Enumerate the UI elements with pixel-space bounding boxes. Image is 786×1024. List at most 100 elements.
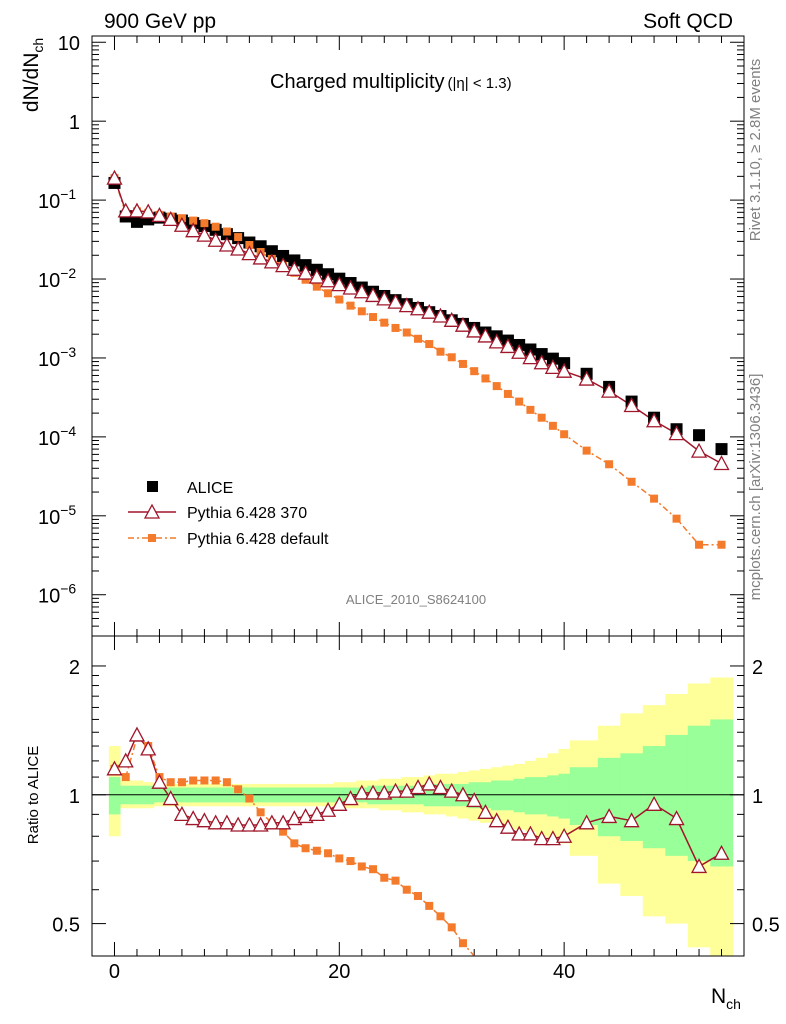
ratio-y-tick-label-right: 2 [752,657,763,679]
legend-label-alice: ALICE [187,480,233,497]
ratio-pythia370-point [533,830,550,846]
mcplots-source-label: mcplots.cern.ch [arXiv:1306.3436] [747,374,764,601]
ratio-pythia370-point [319,801,337,817]
top-y-tick-label: 1 [69,112,80,134]
top-pythia370-point [117,202,134,218]
top-pythia-default-point [189,216,198,225]
ratio-pythia370-point [432,779,449,795]
top-pythia370-point [185,222,202,238]
ratio-pythia-default-point [222,778,231,787]
top-pythia370-point [207,231,224,247]
top-pythia-default-point [515,397,524,406]
ratio-pythia370-point [140,740,157,756]
rivet-version-label: Rivet 3.1.10, ≥ 2.8M events [747,59,764,242]
top-pythia-default-point [369,313,378,322]
ratio-pythia370-point [230,816,247,832]
top-pythia-default-point [503,389,512,398]
top-alice-point [693,429,706,442]
top-alice-point [546,352,559,365]
top-pythia370-point [443,311,460,327]
top-pythia370-point [713,455,730,471]
top-y-tick-label: 10−5 [38,502,76,529]
ratio-pythia370-point [668,810,685,826]
ratio-pythia-default-point [290,839,299,848]
top-pythia370-point [454,316,472,332]
series-markers [106,169,730,948]
ratio-uncertainty-bands [92,677,744,956]
ratio-pythia-default-point [312,846,321,855]
ratio-pythia-default-point [256,808,265,817]
ratio-pythia370-point [421,775,438,791]
top-y-tick-label: 10−1 [38,186,76,213]
band-inner-bin [710,719,734,867]
top-alice-point [535,348,548,361]
band-inner-bin [513,778,526,813]
top-pythia370-point [387,293,404,309]
top-pythia370-point [218,236,235,252]
top-alice-point [265,245,278,258]
top-pythia-default-point [335,295,344,304]
ratio-pythia370-point [196,812,213,828]
top-pythia370-point [275,257,292,273]
top-pythia-default-point [324,289,333,298]
ratio-y-tick-label-right: 0.5 [752,915,780,937]
top-pythia370-point [342,279,359,295]
ratio-pythia370-point [128,726,146,742]
top-pythia-default-point [380,318,389,327]
top-pythia-default-point [425,340,434,349]
top-pythia370-point [151,207,168,223]
ratio-y-axis-label: Ratio to ALICE [25,746,42,844]
top-pythia-default-point [605,460,614,469]
ratio-pythia370-point [544,830,561,846]
top-pythia370-point [533,354,550,370]
x-tick-label: 40 [553,961,575,983]
top-pythia-default-point [436,347,445,356]
top-pythia-default-point [695,540,704,549]
top-pythia-default-point [447,353,456,362]
ratio-pythia370-point [173,805,191,822]
top-pythia-default-point [582,446,591,455]
top-pythia370-point [477,327,494,343]
ratio-pythia370-point [364,784,382,800]
band-inner-bin [524,777,537,815]
ratio-pythia370-point [331,795,348,811]
top-alice-point [715,443,728,456]
top-pythia-default-point [560,430,569,439]
top-y-tick-label: 10−2 [38,265,76,292]
ratio-pythia370-point [443,782,460,798]
ratio-pythia-default-point [436,912,445,921]
top-pythia-default-point [548,421,557,430]
top-y-tick-label: 10−3 [38,344,76,371]
band-inner-bin [687,725,711,862]
x-tick-label: 0 [109,961,120,983]
analysis-id-label: ALICE_2010_S8624100 [346,592,486,607]
ratio-pythia370-point [556,827,573,843]
top-pythia-default-point [672,514,681,523]
top-pythia370-point [297,264,314,280]
band-inner-bin [665,734,689,856]
top-y-tick-label: 10 [58,33,80,55]
top-pythia370-point [263,253,280,269]
top-y-tick-label: 10−6 [38,581,76,608]
ratio-pythia-default-point [391,876,400,885]
top-pythia370-point [364,287,382,303]
header-left: 900 GeV pp [104,10,216,33]
top-pythia370-point [556,362,573,378]
ratio-pythia370-point [690,858,708,874]
ratio-pythia370-point [477,803,494,819]
ratio-pythia370-point [286,810,303,826]
ratio-pythia-default-point [177,778,186,787]
ratio-pythia370-point [185,810,202,826]
ratio-y-tick-label: 2 [69,657,80,679]
top-pythia370-point [128,202,146,218]
legend-label-pythia370: Pythia 6.428 370 [187,505,307,522]
top-pythia-default-point [492,382,501,391]
top-pythia370-point [140,203,157,219]
ratio-pythia-default-point [245,794,254,803]
ratio-y-tick-label: 1 [69,786,80,808]
top-pythia-default-point [650,494,659,503]
ratio-pythia370-point [263,814,280,830]
top-pythia370-point [106,169,123,185]
ratio-pythia-default-point [357,862,366,871]
ratio-pythia-default-point [234,785,243,794]
